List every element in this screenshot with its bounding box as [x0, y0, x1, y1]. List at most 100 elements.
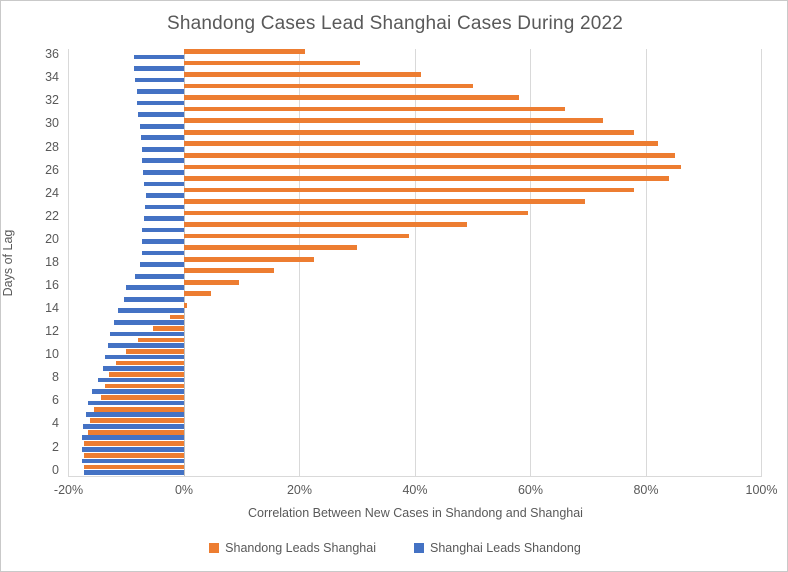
- bar-shandong-lag-34: [184, 72, 421, 77]
- x-tick-label: 80%: [633, 483, 659, 497]
- bar-shandong-lag-11: [138, 337, 184, 343]
- bar-shandong-lag-8: [108, 372, 184, 377]
- chart-title: Shandong Cases Lead Shanghai Cases Durin…: [166, 13, 624, 34]
- bar-shandong-lag-30: [184, 118, 603, 124]
- bar-shandong-lag-2: [83, 441, 184, 447]
- bar-shanghai-lag-19: [141, 250, 184, 256]
- bar-shandong-lag-28: [184, 141, 658, 147]
- bar-shanghai-lag-21: [142, 227, 184, 233]
- y-tick-label: 24: [45, 185, 59, 200]
- y-tick-label: 2: [52, 439, 59, 454]
- bar-shanghai-lag-14: [118, 308, 184, 314]
- y-tick-label: 26: [45, 162, 59, 177]
- bar-shandong-lag-26: [184, 164, 681, 170]
- bar-shandong-lag-24: [184, 187, 635, 193]
- bar-shanghai-lag-33: [137, 89, 184, 94]
- bar-shanghai-lag-28: [141, 146, 184, 152]
- bar-shandong-lag-12: [152, 326, 184, 331]
- bar-shanghai-lag-29: [141, 135, 184, 141]
- bar-shanghai-lag-4: [82, 423, 184, 429]
- bar-shandong-lag-14: [184, 302, 187, 308]
- bar-shandong-lag-13: [169, 314, 184, 320]
- y-tick-label: 32: [45, 93, 59, 108]
- bar-shandong-lag-17: [184, 268, 274, 274]
- x-tick-label: 60%: [517, 483, 544, 497]
- x-axis-title: Correlation Between New Cases in Shandon…: [248, 506, 583, 520]
- bar-shandong-lag-36: [184, 49, 306, 54]
- x-axis-line: [68, 476, 762, 477]
- bar-shandong-lag-22: [184, 210, 528, 216]
- bar-shanghai-lag-22: [143, 216, 184, 221]
- bar-shanghai-lag-35: [134, 66, 184, 71]
- y-axis-title: Days of Lag: [1, 229, 15, 297]
- bar-shanghai-lag-12: [109, 331, 184, 337]
- bar-shanghai-lag-18: [139, 262, 184, 267]
- y-tick-label: 22: [45, 208, 59, 223]
- bar-shandong-lag-6: [100, 395, 184, 400]
- bar-shanghai-lag-1: [82, 458, 184, 464]
- bar-shandong-lag-18: [184, 256, 314, 262]
- gridline-40%: [414, 49, 416, 476]
- legend-label: Shanghai Leads Shandong: [430, 541, 581, 555]
- bar-shanghai-lag-15: [123, 296, 184, 302]
- bar-shandong-lag-16: [184, 279, 239, 285]
- bar-shandong-lag-15: [184, 291, 211, 297]
- gridline-20%: [299, 49, 300, 476]
- bar-shanghai-lag-32: [137, 100, 184, 106]
- bar-shandong-lag-20: [184, 233, 410, 239]
- bar-shanghai-lag-17: [135, 273, 184, 279]
- y-tick-label: 4: [52, 416, 59, 431]
- legend-swatch-icon: [414, 543, 424, 553]
- bar-shandong-lag-4: [90, 418, 184, 424]
- bar-shanghai-lag-26: [142, 170, 184, 175]
- bar-shanghai-lag-3: [81, 435, 184, 441]
- bar-shandong-lag-21: [184, 222, 467, 227]
- bar-shandong-lag-29: [184, 129, 635, 135]
- gridline-100%: [761, 49, 762, 476]
- bar-shanghai-lag-27: [142, 158, 184, 164]
- y-tick-label: 34: [45, 70, 59, 85]
- legend-swatch-icon: [209, 543, 220, 553]
- bar-shandong-lag-3: [88, 429, 184, 435]
- y-tick-label: 10: [45, 347, 59, 362]
- bar-shandong-lag-5: [94, 406, 184, 412]
- bar-shanghai-lag-7: [91, 389, 184, 394]
- y-tick-label: 8: [52, 370, 59, 385]
- y-tick-label: 28: [45, 139, 59, 154]
- bar-shanghai-lag-5: [85, 412, 184, 418]
- y-tick-label: 20: [45, 231, 59, 246]
- bar-shanghai-lag-8: [97, 377, 184, 383]
- gridline-80%: [645, 49, 647, 476]
- x-tick-label: 40%: [402, 483, 428, 497]
- bar-shanghai-lag-11: [107, 343, 184, 348]
- bar-shandong-lag-19: [184, 245, 358, 250]
- bar-shanghai-lag-23: [145, 204, 184, 210]
- legend-item-shanghai-leads: Shanghai Leads Shandong: [414, 541, 581, 555]
- x-tick-label: -20%: [53, 483, 84, 497]
- bar-shandong-lag-33: [184, 83, 473, 89]
- x-tick-label: 100%: [745, 483, 778, 497]
- y-tick-label: 18: [45, 254, 59, 269]
- bar-shanghai-lag-10: [105, 354, 184, 360]
- bar-shanghai-lag-6: [88, 400, 184, 406]
- legend-label: Shandong Leads Shanghai: [225, 541, 376, 555]
- bar-shanghai-lag-2: [82, 446, 184, 452]
- legend: Shandong Leads Shanghai Shanghai Leads Sh…: [1, 541, 787, 555]
- bar-shandong-lag-7: [104, 383, 184, 389]
- bar-shandong-lag-0: [84, 464, 184, 470]
- bar-shandong-lag-32: [184, 95, 519, 100]
- x-tick-label: 20%: [286, 483, 313, 497]
- bar-shandong-lag-25: [184, 176, 670, 181]
- bar-shanghai-lag-9: [102, 366, 184, 371]
- bar-shandong-lag-27: [184, 152, 675, 158]
- bar-shandong-lag-1: [83, 453, 184, 458]
- bar-shanghai-lag-20: [142, 239, 184, 244]
- y-tick-label: 0: [52, 462, 59, 477]
- bar-shandong-lag-23: [184, 199, 586, 204]
- bar-shanghai-lag-13: [113, 320, 184, 325]
- bar-shanghai-lag-16: [126, 285, 184, 291]
- bar-shanghai-lag-0: [84, 470, 184, 475]
- y-tick-label: 36: [45, 47, 59, 62]
